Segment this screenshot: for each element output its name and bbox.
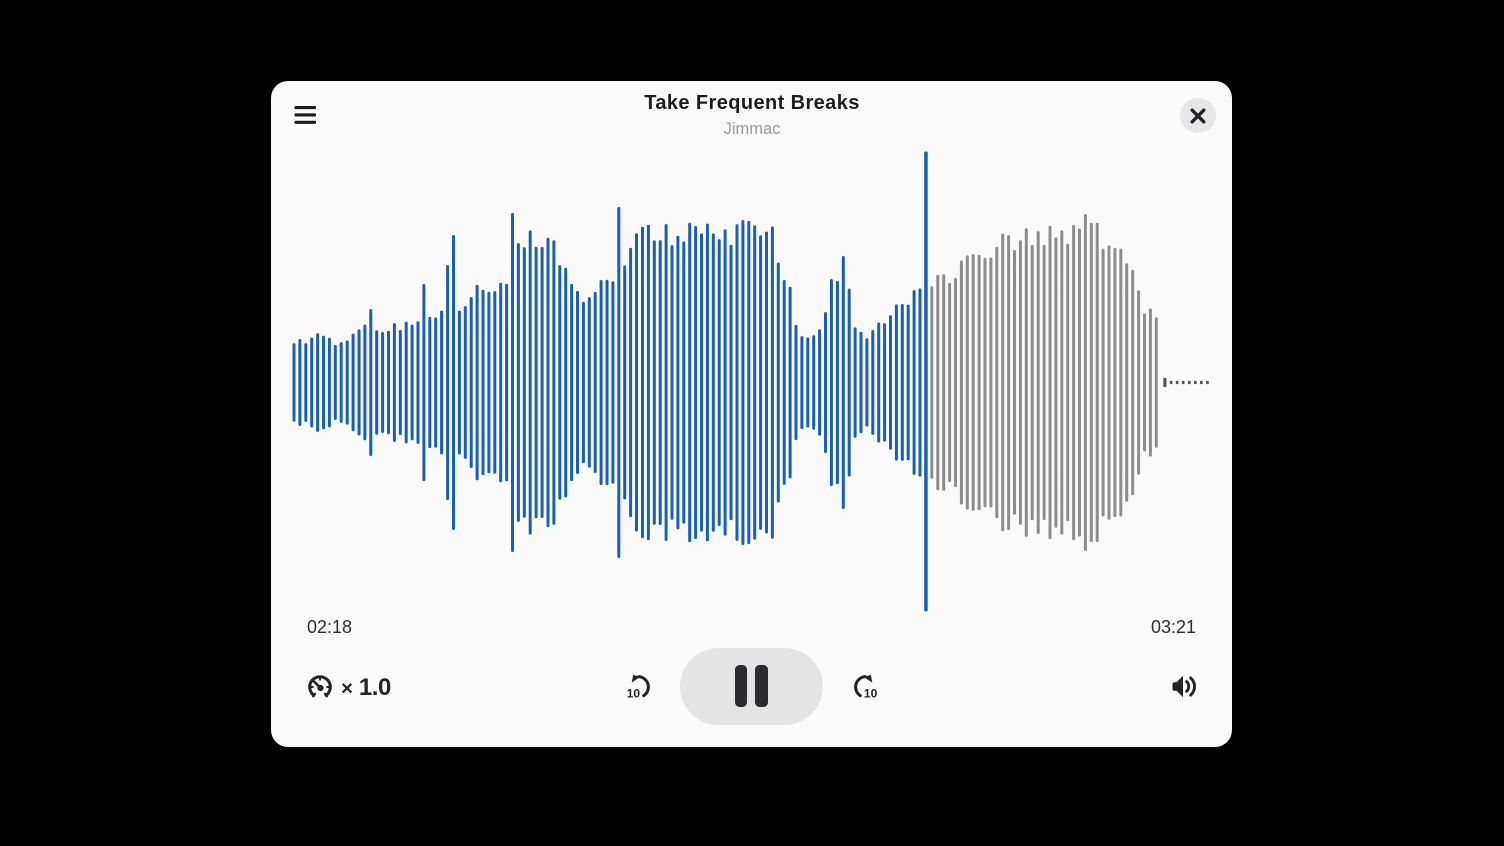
svg-text:10: 10 bbox=[863, 687, 877, 701]
svg-text:10: 10 bbox=[626, 687, 640, 701]
